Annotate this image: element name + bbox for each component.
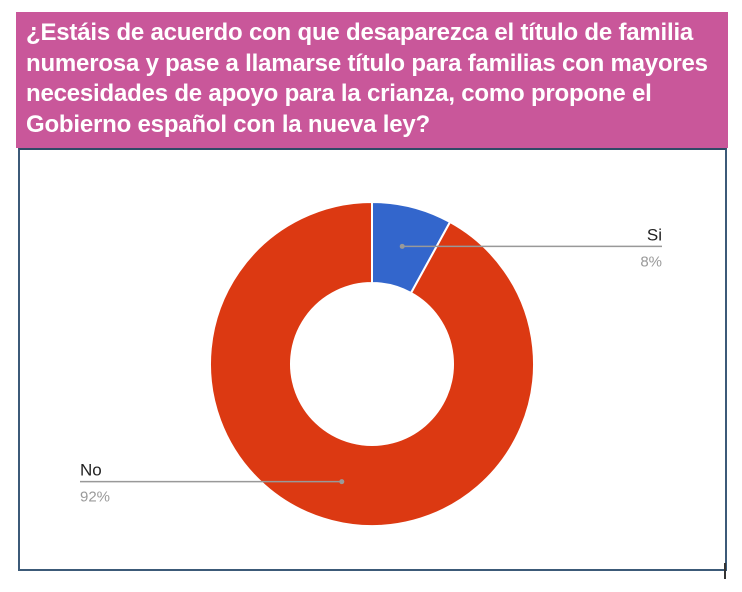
question-title: ¿Estáis de acuerdo con que desaparezca e…: [16, 12, 728, 148]
slice-no: [209, 200, 535, 527]
leader-lines: [80, 243, 662, 485]
leader-dot-no: [339, 479, 345, 485]
slice-labels: Si 8% No 92%: [80, 225, 662, 505]
slice-percent-no: 92%: [80, 489, 110, 506]
leader-dot-si: [399, 243, 405, 249]
corner-mark: [724, 563, 726, 579]
slice-percent-si: 8%: [640, 253, 662, 270]
slices-layer: [209, 200, 535, 527]
slice-label-si: Si: [647, 225, 662, 244]
slice-label-no: No: [80, 461, 102, 480]
